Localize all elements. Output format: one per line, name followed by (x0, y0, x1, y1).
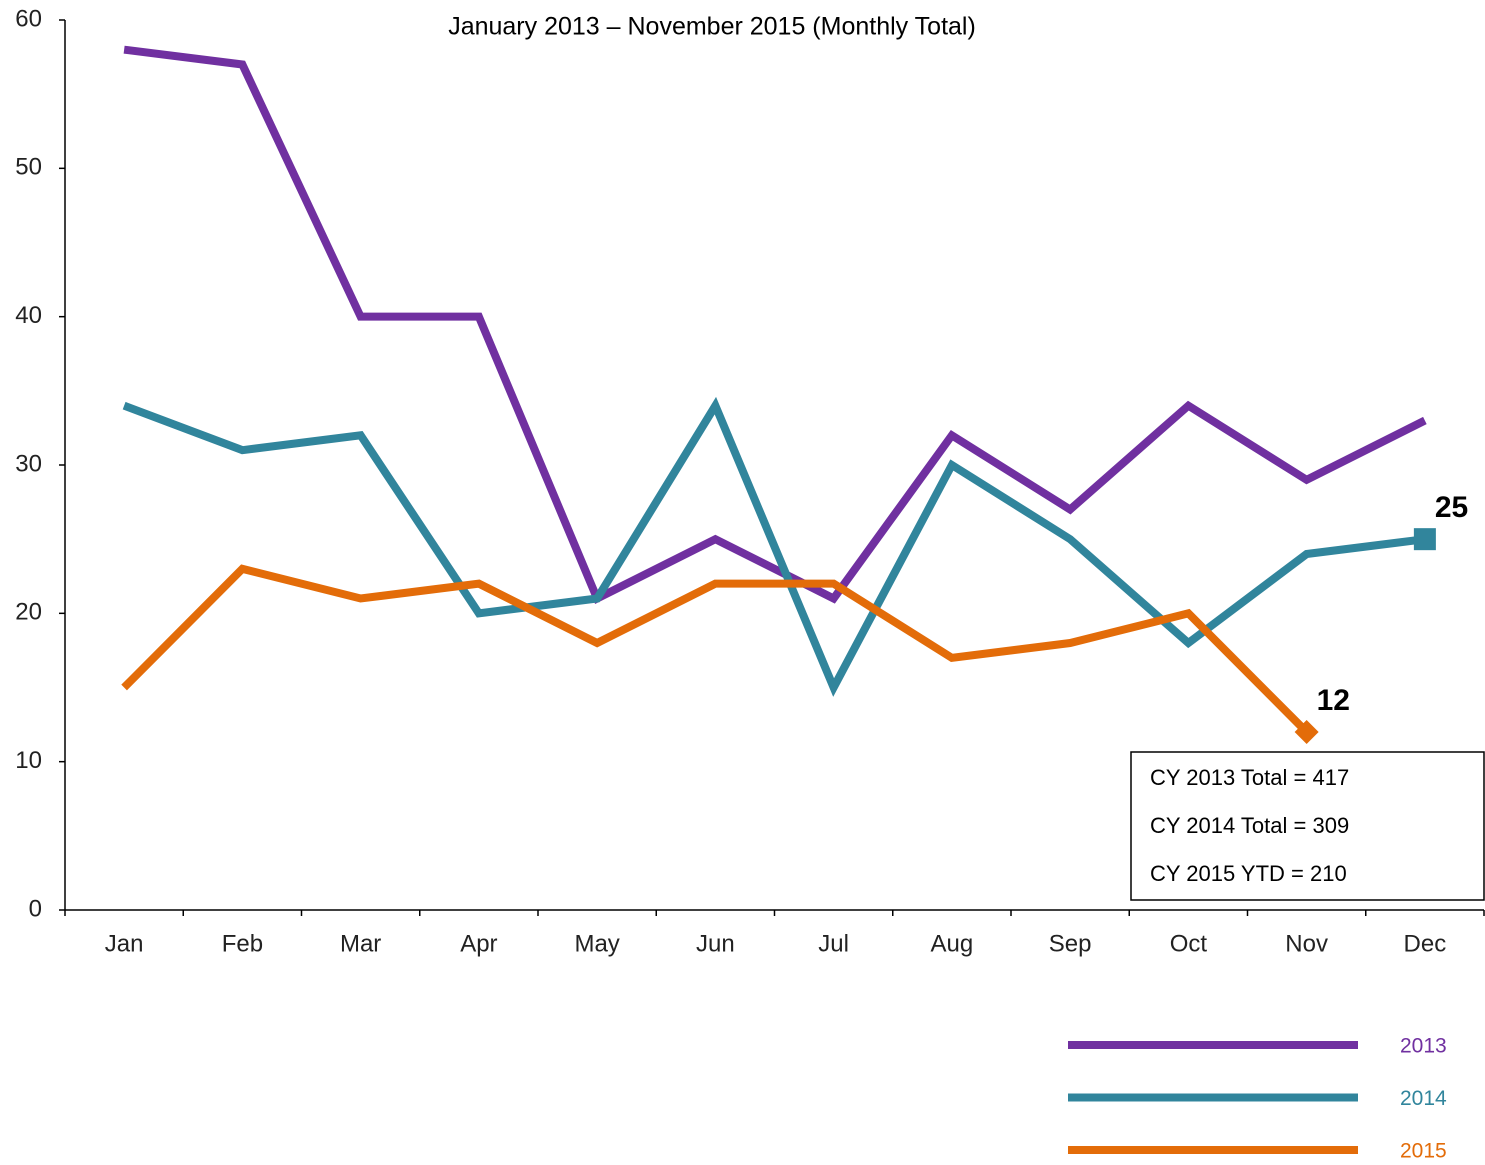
series-line (121, 564, 1310, 735)
data-label: 25 (1435, 491, 1468, 524)
x-tick-label: Oct (1170, 930, 1208, 957)
legend-label: 2015 (1400, 1140, 1447, 1163)
legend-label: 2013 (1400, 1035, 1447, 1058)
x-tick-label: Jul (818, 930, 849, 957)
series-line (123, 45, 1427, 604)
x-tick-label: Feb (222, 930, 263, 957)
x-tick-label: Apr (460, 930, 497, 957)
data-label: 12 (1317, 684, 1350, 717)
chart-title: January 2013 – November 2015 (Monthly To… (448, 13, 976, 41)
end-marker (1294, 720, 1319, 744)
annotation-box (1130, 751, 1485, 901)
y-tick-label: 30 (15, 450, 42, 477)
x-tick-label: Mar (340, 930, 381, 957)
y-tick-label: 10 (15, 747, 42, 774)
x-tick-label: Jan (105, 930, 144, 957)
y-tick-label: 50 (15, 154, 42, 181)
x-tick-label: Dec (1404, 930, 1447, 957)
end-marker (1413, 528, 1436, 551)
legend-label: 2014 (1400, 1087, 1447, 1110)
x-tick-label: Sep (1049, 930, 1092, 957)
annotation: CY 2014 Total = 309 (1150, 813, 1349, 838)
series-line (122, 396, 1426, 697)
x-tick-label: Nov (1285, 930, 1328, 957)
annotation: CY 2015 YTD = 210 (1150, 861, 1347, 886)
x-tick-label: May (574, 930, 619, 957)
x-tick-label: Jun (696, 930, 735, 957)
annotation: CY 2013 Total = 417 (1150, 765, 1349, 790)
y-tick-label: 0 (29, 895, 42, 922)
x-tick-label: Aug (931, 930, 974, 957)
y-tick-label: 60 (15, 5, 42, 32)
y-tick-label: 20 (15, 599, 42, 626)
y-tick-label: 40 (15, 302, 42, 329)
